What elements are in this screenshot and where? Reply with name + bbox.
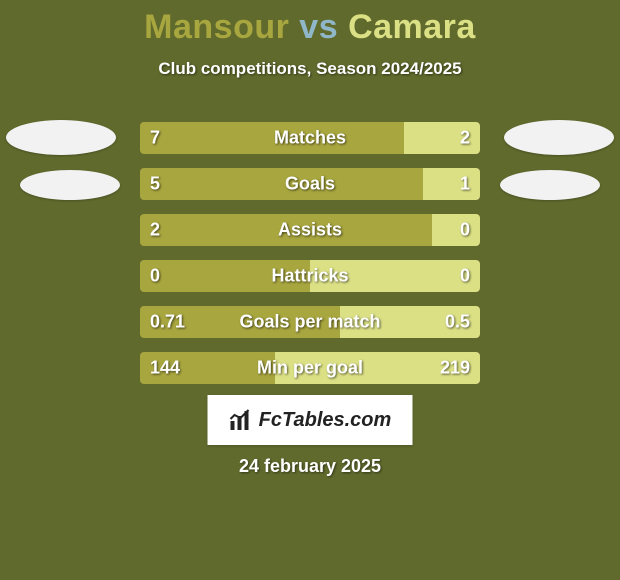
stat-bar-left: 7 bbox=[140, 122, 404, 154]
stat-bar-left: 144 bbox=[140, 352, 275, 384]
stat-value-right: 219 bbox=[440, 358, 470, 379]
stat-bar-right: 0 bbox=[310, 260, 480, 292]
stat-bar-right: 0 bbox=[432, 214, 480, 246]
stat-value-left: 7 bbox=[150, 128, 160, 149]
stat-value-left: 0 bbox=[150, 266, 160, 287]
stat-value-right: 0.5 bbox=[445, 312, 470, 333]
brand-text: FcTables.com bbox=[259, 409, 392, 432]
brand-badge: FcTables.com bbox=[208, 395, 413, 445]
stat-value-left: 0.71 bbox=[150, 312, 185, 333]
stat-row: 72Matches bbox=[140, 122, 480, 154]
stat-row: 00Hattricks bbox=[140, 260, 480, 292]
stat-row: 51Goals bbox=[140, 168, 480, 200]
stat-bar-left: 0.71 bbox=[140, 306, 340, 338]
stat-bar-left: 2 bbox=[140, 214, 432, 246]
player1-photo bbox=[6, 120, 116, 155]
stat-value-left: 5 bbox=[150, 174, 160, 195]
stat-bar-right: 2 bbox=[404, 122, 480, 154]
player2-photo-secondary bbox=[500, 170, 600, 200]
player2-photo bbox=[504, 120, 614, 155]
stat-row: 144219Min per goal bbox=[140, 352, 480, 384]
player2-name: Camara bbox=[348, 8, 476, 46]
stat-row: 0.710.5Goals per match bbox=[140, 306, 480, 338]
stat-bar-right: 1 bbox=[423, 168, 480, 200]
stat-bar-right: 0.5 bbox=[340, 306, 480, 338]
player1-photo-secondary bbox=[20, 170, 120, 200]
comparison-infographic: Mansour vs Camara Club competitions, Sea… bbox=[0, 0, 620, 580]
player1-name: Mansour bbox=[144, 8, 289, 46]
vs-text: vs bbox=[299, 8, 338, 46]
stat-value-right: 2 bbox=[460, 128, 470, 149]
chart-icon bbox=[229, 408, 253, 432]
stat-bar-left: 0 bbox=[140, 260, 310, 292]
page-title: Mansour vs Camara bbox=[0, 0, 620, 47]
stat-value-right: 0 bbox=[460, 266, 470, 287]
stat-value-right: 0 bbox=[460, 220, 470, 241]
comparison-bars: 72Matches51Goals20Assists00Hattricks0.71… bbox=[140, 122, 480, 398]
stat-bar-right: 219 bbox=[275, 352, 480, 384]
stat-value-right: 1 bbox=[460, 174, 470, 195]
date-stamp: 24 february 2025 bbox=[0, 456, 620, 477]
subtitle: Club competitions, Season 2024/2025 bbox=[0, 59, 620, 79]
stat-value-left: 2 bbox=[150, 220, 160, 241]
stat-row: 20Assists bbox=[140, 214, 480, 246]
stat-bar-left: 5 bbox=[140, 168, 423, 200]
stat-value-left: 144 bbox=[150, 358, 180, 379]
